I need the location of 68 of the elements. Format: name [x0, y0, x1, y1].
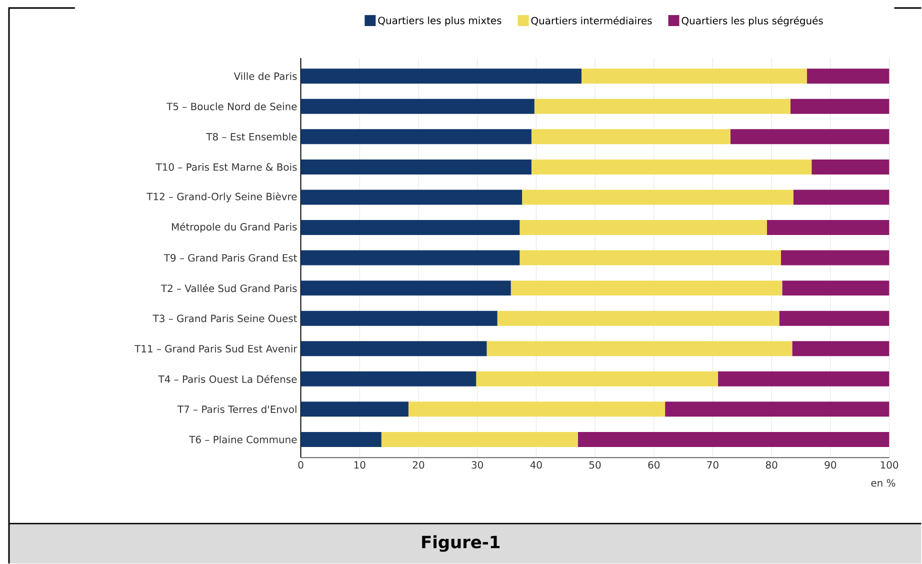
- text: Figure-1: [422, 535, 500, 552]
- bar: [408, 402, 666, 417]
- bar: [300, 159, 532, 174]
- bar: [665, 402, 890, 417]
- y-tick-label: T7 – Paris Terres d'Envol: [177, 405, 296, 413]
- bar: [779, 310, 890, 326]
- y-tick-label: T10 – Paris Est Marne & Bois: [156, 162, 297, 171]
- bar: [300, 129, 532, 144]
- bar: [520, 250, 782, 266]
- bar: [300, 68, 582, 84]
- bar: [520, 220, 767, 235]
- bar: [718, 371, 890, 386]
- x-tick-label: 70: [707, 460, 718, 469]
- bar: [792, 340, 890, 356]
- y-tick-label: T11 – Grand Paris Sud Est Avenir: [134, 344, 298, 352]
- y-tick-label: T2 – Vallée Sud Grand Paris: [160, 284, 297, 292]
- bar: [300, 402, 408, 417]
- bar: [510, 280, 782, 296]
- x-tick-label: 0: [298, 460, 304, 469]
- bar: [497, 310, 780, 326]
- y-tick-label: T6 – Plaine Commune: [189, 435, 297, 444]
- legend-label: Quartiers intermédiaires: [531, 16, 652, 26]
- y-tick-label: Ville de Paris: [234, 72, 297, 80]
- x-tick-label: 10: [354, 460, 366, 469]
- x-tick-label: 30: [472, 460, 483, 469]
- bar: [534, 98, 790, 114]
- bar: [806, 68, 890, 84]
- bar: [522, 190, 794, 205]
- y-tick-label: T9 – Grand Paris Grand Est: [164, 254, 298, 262]
- y-tick-label: T12 – Grand-Orly Seine Bièvre: [146, 192, 297, 202]
- x-axis-title: en %: [871, 478, 896, 487]
- x-tick-label: 40: [530, 460, 542, 469]
- y-tick-label: T3 – Grand Paris Seine Ouest: [152, 314, 298, 322]
- x-tick-label: 60: [648, 460, 660, 469]
- bar: [578, 432, 890, 447]
- bar: [793, 190, 890, 205]
- y-tick-label: T8 – Est Ensemble: [206, 132, 297, 140]
- bar: [300, 340, 487, 356]
- bar: [300, 220, 520, 235]
- bar: [766, 220, 890, 235]
- bar: [531, 129, 730, 144]
- bar: [300, 432, 382, 447]
- bar: [300, 98, 534, 114]
- legend-label: Quartiers les plus ségrégués: [682, 16, 823, 26]
- bar: [730, 129, 890, 144]
- bar: [531, 159, 812, 174]
- bar: [790, 98, 890, 114]
- y-tick-label: Métropole du Grand Paris: [172, 222, 297, 232]
- bar: [476, 371, 718, 386]
- x-tick-label: 90: [824, 460, 836, 469]
- bar: [300, 310, 498, 326]
- bar: [300, 250, 520, 266]
- bar: [300, 280, 511, 296]
- bar: [300, 190, 522, 205]
- bar: [381, 432, 578, 447]
- bar: [581, 68, 807, 84]
- legend-label: Quartiers les plus mixtes: [378, 16, 502, 26]
- y-tick-label: T4 – Paris Ouest La Défense: [158, 374, 297, 383]
- bar: [300, 371, 476, 386]
- x-tick-label: 50: [589, 460, 601, 469]
- bar: [781, 250, 890, 266]
- bar: [782, 280, 890, 296]
- bar: [812, 159, 890, 174]
- x-tick-label: 20: [412, 460, 424, 469]
- x-tick-label: 100: [880, 460, 898, 469]
- x-tick-label: 80: [766, 460, 778, 469]
- y-tick-label: T5 – Boucle Nord de Seine: [166, 102, 297, 110]
- bar: [486, 340, 792, 356]
